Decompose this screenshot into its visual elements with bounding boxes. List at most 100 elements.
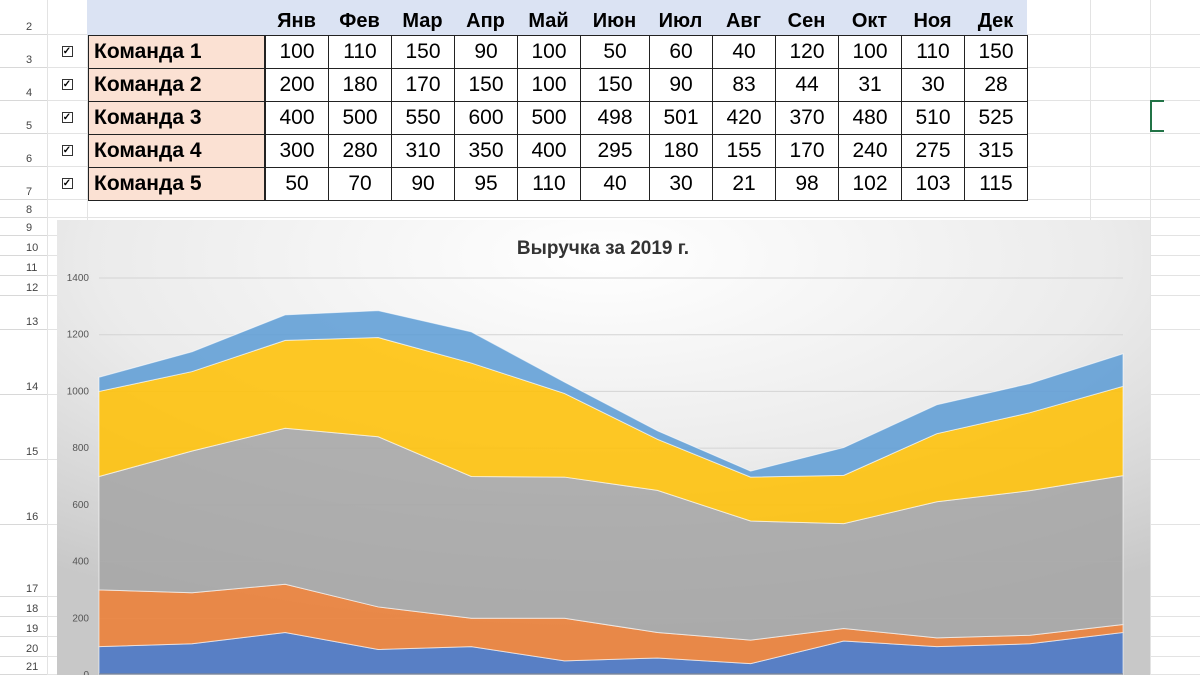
area-series-5[interactable] — [98, 310, 1124, 478]
value-cell[interactable]: 180 — [649, 134, 713, 168]
value-cell[interactable]: 100 — [517, 35, 581, 69]
value-cell[interactable]: 310 — [391, 134, 455, 168]
team-checkbox[interactable]: ✓ — [61, 145, 73, 156]
month-header[interactable]: Июн — [592, 9, 637, 32]
value-cell[interactable]: 500 — [517, 101, 581, 135]
active-cell-indicator[interactable] — [1150, 100, 1164, 132]
value-cell[interactable]: 100 — [517, 68, 581, 102]
month-header[interactable]: Сен — [787, 9, 826, 32]
value-cell[interactable]: 44 — [775, 68, 839, 102]
value-cell[interactable]: 510 — [901, 101, 965, 135]
value-cell[interactable]: 200 — [265, 68, 329, 102]
month-header[interactable]: Май — [528, 9, 569, 32]
month-header[interactable]: Апр — [466, 9, 505, 32]
value-cell[interactable]: 280 — [328, 134, 392, 168]
team-checkbox[interactable]: ✓ — [61, 79, 73, 90]
row-number[interactable]: 14 — [0, 330, 47, 395]
value-cell[interactable]: 150 — [454, 68, 518, 102]
value-cell[interactable]: 150 — [580, 68, 650, 102]
value-cell[interactable]: 500 — [328, 101, 392, 135]
value-cell[interactable]: 501 — [649, 101, 713, 135]
row-number[interactable]: 10 — [0, 236, 47, 256]
value-cell[interactable]: 50 — [580, 35, 650, 69]
month-header[interactable]: Янв — [277, 9, 316, 32]
value-cell[interactable]: 350 — [454, 134, 518, 168]
row-number[interactable]: 4 — [0, 68, 47, 101]
value-cell[interactable]: 110 — [517, 167, 581, 201]
team-checkbox[interactable]: ✓ — [61, 46, 73, 57]
month-header[interactable]: Ноя — [913, 9, 952, 32]
row-number[interactable]: 15 — [0, 395, 47, 460]
value-cell[interactable]: 103 — [901, 167, 965, 201]
value-cell[interactable]: 40 — [712, 35, 776, 69]
value-cell[interactable]: 70 — [328, 167, 392, 201]
team-name-cell[interactable]: Команда 3 — [88, 101, 265, 135]
value-cell[interactable]: 110 — [901, 35, 965, 69]
value-cell[interactable]: 400 — [517, 134, 581, 168]
value-cell[interactable]: 400 — [265, 101, 329, 135]
row-number[interactable]: 6 — [0, 134, 47, 167]
value-cell[interactable]: 525 — [964, 101, 1028, 135]
value-cell[interactable]: 498 — [580, 101, 650, 135]
value-cell[interactable]: 31 — [838, 68, 902, 102]
value-cell[interactable]: 480 — [838, 101, 902, 135]
month-header[interactable]: Дек — [977, 9, 1014, 32]
team-name-cell[interactable]: Команда 4 — [88, 134, 265, 168]
row-number[interactable]: 7 — [0, 167, 47, 200]
month-header[interactable]: Авг — [725, 9, 762, 32]
value-cell[interactable]: 60 — [649, 35, 713, 69]
value-cell[interactable]: 370 — [775, 101, 839, 135]
team-name-cell[interactable]: Команда 2 — [88, 68, 265, 102]
value-cell[interactable]: 155 — [712, 134, 776, 168]
value-cell[interactable]: 102 — [838, 167, 902, 201]
value-cell[interactable]: 95 — [454, 167, 518, 201]
value-cell[interactable]: 600 — [454, 101, 518, 135]
value-cell[interactable]: 30 — [649, 167, 713, 201]
row-number[interactable]: 2 — [0, 0, 47, 35]
row-number[interactable]: 11 — [0, 256, 47, 276]
value-cell[interactable]: 50 — [265, 167, 329, 201]
row-number[interactable]: 8 — [0, 200, 47, 218]
value-cell[interactable]: 30 — [901, 68, 965, 102]
value-cell[interactable]: 83 — [712, 68, 776, 102]
value-cell[interactable]: 170 — [775, 134, 839, 168]
row-number[interactable]: 5 — [0, 101, 47, 134]
row-number[interactable]: 9 — [0, 218, 47, 236]
month-header[interactable]: Окт — [851, 9, 888, 32]
team-name-cell[interactable]: Команда 1 — [88, 35, 265, 69]
row-number[interactable]: 3 — [0, 35, 47, 68]
value-cell[interactable]: 180 — [328, 68, 392, 102]
value-cell[interactable]: 40 — [580, 167, 650, 201]
value-cell[interactable]: 300 — [265, 134, 329, 168]
value-cell[interactable]: 21 — [712, 167, 776, 201]
value-cell[interactable]: 295 — [580, 134, 650, 168]
row-number[interactable]: 12 — [0, 276, 47, 296]
row-number[interactable]: 21 — [0, 657, 47, 675]
value-cell[interactable]: 28 — [964, 68, 1028, 102]
row-number[interactable]: 13 — [0, 296, 47, 330]
value-cell[interactable]: 110 — [328, 35, 392, 69]
value-cell[interactable]: 90 — [649, 68, 713, 102]
value-cell[interactable]: 90 — [454, 35, 518, 69]
value-cell[interactable]: 98 — [775, 167, 839, 201]
team-checkbox[interactable]: ✓ — [61, 178, 73, 189]
revenue-chart[interactable]: Выручка за 2019 г. 0 200 400 600 800 1000 1200… — [57, 220, 1150, 675]
value-cell[interactable]: 115 — [964, 167, 1028, 201]
month-header[interactable]: Июл — [658, 9, 703, 32]
value-cell[interactable]: 90 — [391, 167, 455, 201]
value-cell[interactable]: 120 — [775, 35, 839, 69]
value-cell[interactable]: 315 — [964, 134, 1028, 168]
value-cell[interactable]: 100 — [838, 35, 902, 69]
row-number[interactable]: 19 — [0, 617, 47, 637]
value-cell[interactable]: 150 — [391, 35, 455, 69]
team-name-cell[interactable]: Команда 5 — [88, 167, 265, 201]
row-number[interactable]: 17 — [0, 525, 47, 597]
month-header[interactable]: Мар — [402, 9, 443, 32]
team-checkbox[interactable]: ✓ — [61, 112, 73, 123]
value-cell[interactable]: 420 — [712, 101, 776, 135]
value-cell[interactable]: 550 — [391, 101, 455, 135]
row-number[interactable]: 20 — [0, 637, 47, 657]
row-number[interactable]: 16 — [0, 460, 47, 525]
value-cell[interactable]: 100 — [265, 35, 329, 69]
month-header[interactable]: Фев — [339, 9, 380, 32]
